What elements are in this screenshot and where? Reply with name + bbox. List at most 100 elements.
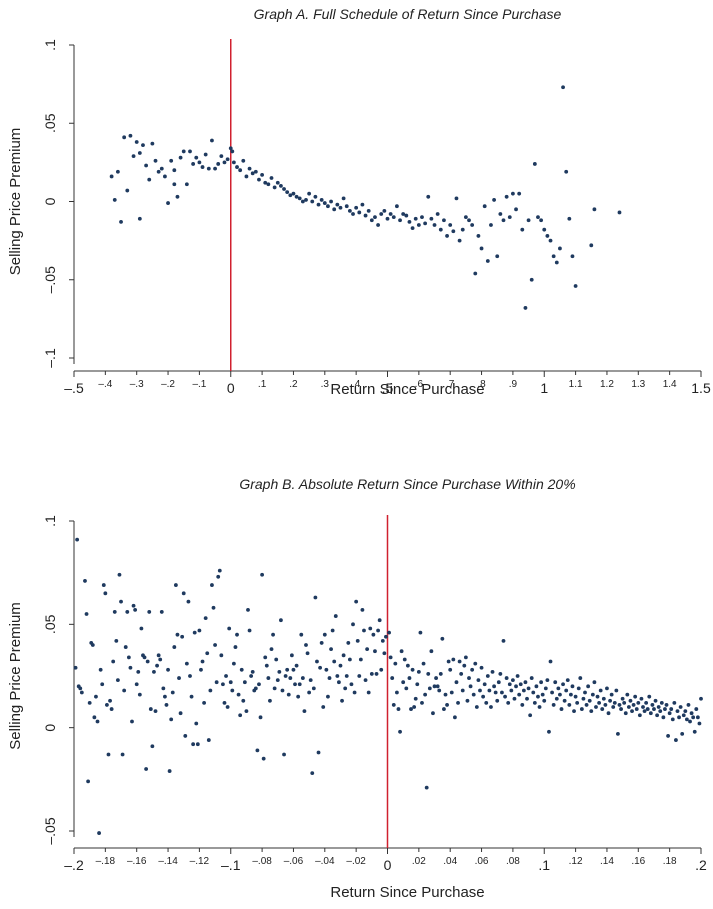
data-point: [166, 201, 170, 205]
data-point: [297, 682, 302, 687]
data-point: [586, 684, 591, 689]
data-point: [429, 216, 434, 221]
data-point: [592, 680, 597, 685]
data-point: [366, 690, 371, 695]
data-point: [177, 676, 181, 680]
data-point: [656, 705, 661, 709]
x-tick-label: 1.3: [631, 379, 645, 390]
data-point: [266, 676, 271, 680]
data-point: [230, 149, 235, 154]
x-tick-label: .6: [415, 379, 424, 390]
data-point: [438, 227, 443, 232]
data-point: [437, 688, 442, 693]
data-point: [550, 690, 554, 695]
x-tick-label: .02: [412, 856, 426, 867]
data-point: [655, 713, 660, 718]
data-point: [188, 674, 192, 678]
data-point: [669, 707, 674, 711]
data-point: [424, 785, 429, 790]
data-point: [616, 731, 620, 736]
data-point: [340, 698, 344, 703]
data-point: [498, 672, 503, 676]
data-point: [144, 163, 149, 168]
data-point: [388, 212, 393, 216]
data-point: [567, 703, 572, 707]
data-point: [175, 194, 180, 199]
data-point: [291, 667, 296, 672]
data-point: [562, 698, 567, 703]
data-point: [432, 223, 437, 227]
data-point: [576, 686, 581, 691]
data-point: [216, 574, 221, 579]
data-point: [583, 690, 587, 695]
data-point: [225, 705, 230, 709]
data-point: [398, 218, 402, 223]
data-point: [244, 174, 249, 179]
data-point: [619, 707, 623, 711]
data-point: [611, 705, 616, 709]
data-point: [148, 707, 153, 711]
data-point: [150, 744, 155, 749]
data-point: [484, 700, 489, 705]
data-point: [169, 158, 174, 163]
data-point: [410, 667, 415, 672]
data-point: [554, 696, 559, 701]
data-point: [489, 223, 493, 227]
data-point: [479, 246, 484, 251]
data-point: [211, 605, 216, 610]
data-point: [142, 655, 147, 660]
data-point: [568, 692, 573, 697]
data-point: [631, 703, 636, 707]
data-point: [155, 663, 159, 668]
x-tick-label: 1.4: [663, 379, 677, 390]
x-tick-label: –.1: [221, 857, 241, 873]
data-point: [382, 208, 387, 213]
data-point: [545, 234, 550, 238]
data-point: [242, 680, 247, 685]
data-point: [398, 729, 402, 734]
data-point: [279, 618, 283, 623]
data-point: [172, 182, 177, 187]
data-point: [445, 703, 449, 707]
data-point: [282, 752, 286, 757]
data-point: [570, 684, 575, 689]
data-point: [210, 138, 214, 143]
data-point: [291, 191, 296, 196]
data-point: [595, 694, 600, 699]
data-point: [310, 771, 315, 776]
data-point: [178, 711, 183, 716]
x-tick-label: .7: [446, 379, 455, 390]
data-point: [235, 632, 239, 637]
data-point: [529, 676, 534, 680]
data-point: [396, 707, 401, 711]
data-point: [98, 667, 103, 672]
data-point: [338, 663, 343, 668]
data-point: [319, 198, 324, 202]
data-point: [699, 696, 703, 701]
data-point: [358, 657, 363, 662]
data-point: [390, 676, 395, 680]
data-point: [368, 626, 373, 631]
data-point: [79, 690, 84, 695]
data-point: [597, 700, 602, 705]
data-point: [423, 692, 428, 697]
data-point: [310, 199, 315, 204]
data-point: [285, 190, 290, 195]
data-point: [236, 692, 241, 697]
data-point: [407, 219, 412, 224]
data-point: [543, 686, 548, 691]
data-point: [311, 686, 316, 691]
data-point: [470, 223, 475, 227]
x-tick-label: –.16: [127, 856, 147, 867]
data-point: [423, 221, 428, 226]
data-point: [180, 634, 185, 639]
data-point: [246, 607, 250, 612]
x-tick-label: 0: [384, 857, 392, 873]
data-point: [695, 715, 700, 720]
data-point: [351, 622, 355, 627]
data-point: [261, 756, 266, 761]
data-point: [352, 690, 357, 695]
data-point: [559, 707, 564, 711]
data-point: [416, 669, 421, 674]
data-point: [409, 707, 413, 711]
